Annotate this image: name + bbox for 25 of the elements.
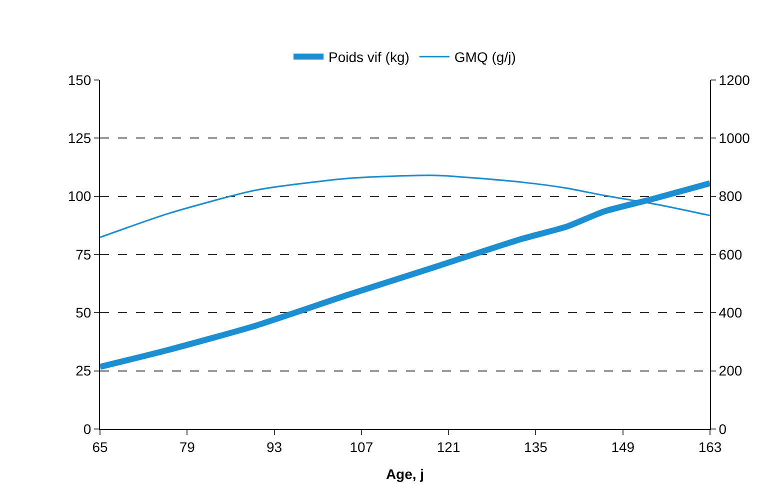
x-axis-title: Age, j — [386, 466, 424, 482]
y-tick-label: 125 — [68, 130, 92, 146]
legend-label: GMQ (g/j) — [454, 49, 516, 66]
y2-tick-label: 1200 — [718, 72, 750, 88]
x-tick-label: 163 — [698, 438, 722, 455]
x-tick-label: 121 — [436, 438, 460, 455]
x-tick-label: 149 — [611, 438, 635, 455]
x-tick-label: 79 — [179, 438, 196, 455]
y2-tick-label: 600 — [718, 246, 742, 262]
y2-tick-label: 200 — [718, 362, 742, 379]
x-tick-label: 93 — [266, 438, 282, 455]
y2-tick-label: 800 — [718, 188, 742, 204]
y-tick-label: 25 — [76, 362, 92, 379]
y-tick-label: 150 — [68, 72, 92, 88]
legend-label: Poids vif (kg) — [328, 49, 410, 66]
y-tick-label: 0 — [83, 420, 92, 437]
x-tick-label: 135 — [524, 438, 548, 455]
x-tick-label: 65 — [92, 438, 108, 455]
y2-tick-label: 1000 — [718, 130, 750, 146]
y-tick-label: 75 — [76, 246, 92, 262]
y-tick-label: 100 — [68, 188, 92, 204]
x-tick-label: 107 — [350, 438, 374, 455]
y2-tick-label: 400 — [718, 304, 742, 321]
y2-tick-label: 0 — [718, 420, 727, 437]
y-tick-label: 50 — [76, 304, 92, 321]
